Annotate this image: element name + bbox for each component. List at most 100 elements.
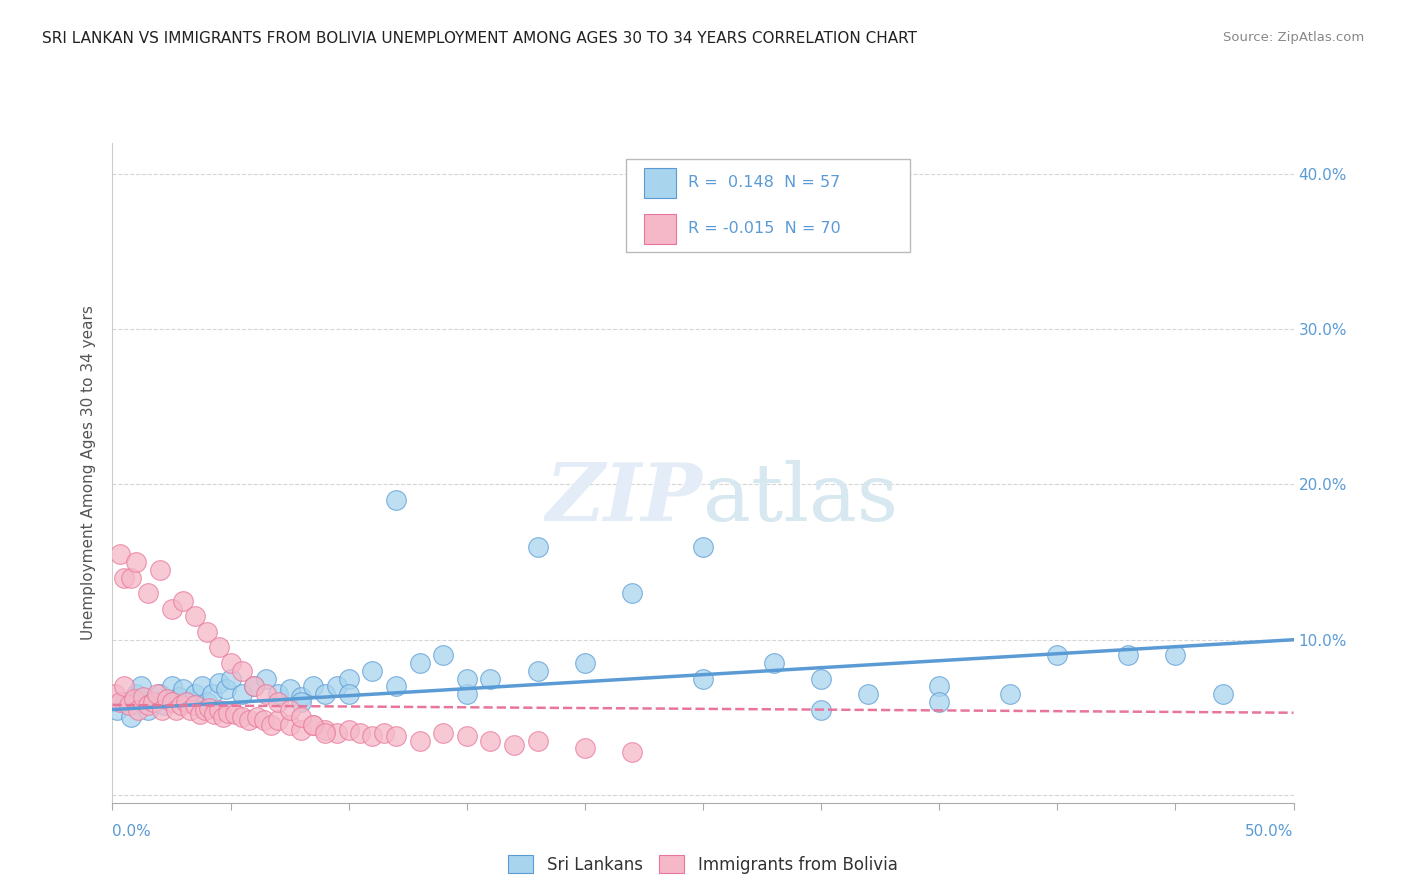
Point <box>1116 648 1139 663</box>
Point <box>302 718 325 732</box>
Point <box>479 672 502 686</box>
Point <box>195 695 218 709</box>
Point <box>290 695 312 709</box>
Point <box>120 571 142 585</box>
Point <box>184 687 207 701</box>
Text: atlas: atlas <box>703 460 898 538</box>
Point <box>254 672 277 686</box>
Point <box>526 664 548 678</box>
Point <box>112 695 135 709</box>
Point <box>267 714 290 728</box>
Point <box>202 707 225 722</box>
Point <box>574 741 596 756</box>
Point <box>432 726 454 740</box>
Point <box>692 540 714 554</box>
Point <box>224 707 246 722</box>
Point <box>278 718 301 732</box>
Point <box>314 723 336 737</box>
Point <box>136 586 159 600</box>
Point <box>184 609 207 624</box>
Point <box>208 676 231 690</box>
Point <box>503 739 526 753</box>
Point <box>858 687 880 701</box>
Point <box>254 687 277 701</box>
Legend: Sri Lankans, Immigrants from Bolivia: Sri Lankans, Immigrants from Bolivia <box>502 849 904 880</box>
Point <box>104 687 127 701</box>
Point <box>326 679 349 693</box>
Point <box>432 648 454 663</box>
Point <box>231 687 253 701</box>
Point <box>290 710 312 724</box>
Point <box>278 682 301 697</box>
Point <box>408 656 430 670</box>
Point <box>526 733 548 747</box>
Point <box>153 698 176 712</box>
Point <box>172 594 194 608</box>
Point <box>408 733 430 747</box>
Point <box>198 701 221 715</box>
Point <box>526 540 548 554</box>
Point <box>337 687 360 701</box>
Point <box>194 703 217 717</box>
Point <box>127 703 149 717</box>
FancyBboxPatch shape <box>626 160 910 252</box>
Point <box>120 710 142 724</box>
Text: 0.0%: 0.0% <box>112 824 152 838</box>
Point <box>125 687 148 701</box>
Point <box>302 679 325 693</box>
Point <box>361 664 384 678</box>
Text: R =  0.148  N = 57: R = 0.148 N = 57 <box>688 175 839 190</box>
Point <box>1164 648 1187 663</box>
Point <box>188 707 211 722</box>
Point <box>146 687 169 701</box>
Point <box>456 729 478 743</box>
Point <box>219 672 242 686</box>
Point <box>337 723 360 737</box>
Point <box>122 691 145 706</box>
Point <box>1046 648 1069 663</box>
Point <box>160 695 183 709</box>
Point <box>177 695 200 709</box>
Text: Source: ZipAtlas.com: Source: ZipAtlas.com <box>1223 31 1364 45</box>
Point <box>762 656 785 670</box>
Point <box>136 703 159 717</box>
Point <box>172 682 194 697</box>
Y-axis label: Unemployment Among Ages 30 to 34 years: Unemployment Among Ages 30 to 34 years <box>80 305 96 640</box>
Text: ZIP: ZIP <box>546 460 703 538</box>
Point <box>167 690 190 705</box>
Point <box>621 586 644 600</box>
Point <box>260 718 283 732</box>
Point <box>290 723 312 737</box>
Point <box>1212 687 1234 701</box>
Point <box>302 718 325 732</box>
Text: R = -0.015  N = 70: R = -0.015 N = 70 <box>688 221 841 236</box>
Point <box>149 563 172 577</box>
Point <box>479 733 502 747</box>
Point <box>456 687 478 701</box>
Point <box>456 672 478 686</box>
Point <box>112 571 135 585</box>
Point <box>150 703 173 717</box>
Point <box>692 672 714 686</box>
Point <box>217 706 239 720</box>
Point <box>373 726 395 740</box>
Point <box>231 710 253 724</box>
Point <box>238 714 260 728</box>
Point <box>118 698 141 712</box>
Point <box>219 656 242 670</box>
Point <box>160 601 183 615</box>
Point <box>253 714 276 728</box>
Text: SRI LANKAN VS IMMIGRANTS FROM BOLIVIA UNEMPLOYMENT AMONG AGES 30 TO 34 YEARS COR: SRI LANKAN VS IMMIGRANTS FROM BOLIVIA UN… <box>42 31 917 46</box>
Point <box>156 691 179 706</box>
Point <box>108 695 131 709</box>
Point <box>191 679 214 693</box>
Point <box>314 687 336 701</box>
Point <box>170 698 193 712</box>
Point <box>245 710 267 724</box>
Point <box>201 687 224 701</box>
Text: 50.0%: 50.0% <box>1246 824 1294 838</box>
Point <box>621 745 644 759</box>
Point <box>928 695 950 709</box>
Point <box>132 690 155 705</box>
Point <box>136 698 159 712</box>
